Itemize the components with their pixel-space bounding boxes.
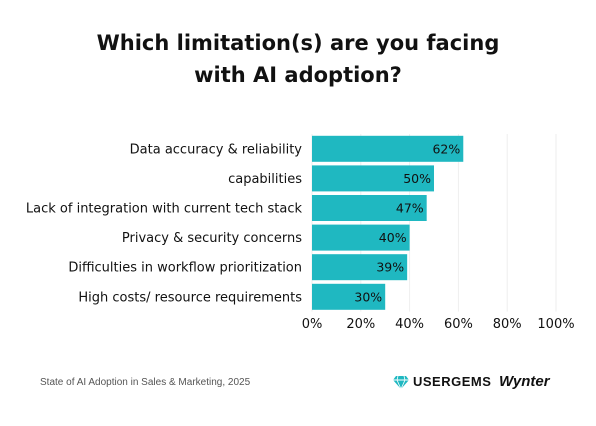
- wynter-logo: Wynter: [499, 373, 550, 390]
- bar: [312, 224, 410, 251]
- x-tick-label: 100%: [537, 317, 574, 332]
- value-label: 50%: [403, 171, 431, 186]
- category-labels: Data accuracy & reliability capabilities L…: [26, 142, 303, 305]
- category-label: Data accuracy & reliability: [130, 142, 303, 157]
- gridlines: [311, 134, 557, 312]
- gem-icon: [393, 375, 409, 389]
- value-label: 39%: [376, 260, 404, 275]
- category-label: Privacy & security concerns: [122, 231, 302, 246]
- bar: [312, 165, 434, 192]
- source-note: State of AI Adoption in Sales & Marketin…: [40, 377, 251, 388]
- x-axis-ticks: 0% 20% 40% 60% 80% 100%: [302, 317, 575, 332]
- category-label: Difficulties in workflow prioritization: [68, 261, 302, 276]
- x-tick-label: 20%: [346, 317, 375, 332]
- value-label: 47%: [396, 201, 424, 216]
- chart-title: Which limitation(s) are you facing with …: [0, 27, 596, 91]
- value-labels: 62%50% 47% 40% 39% 30%: [354, 141, 460, 304]
- x-tick-label: 60%: [444, 317, 473, 332]
- chart-title-line-1: Which limitation(s) are you facing: [96, 31, 500, 55]
- bar: [312, 254, 408, 281]
- category-label: capabilities: [228, 172, 302, 187]
- category-label: Lack of integration with current tech st…: [26, 202, 303, 217]
- usergems-logo: USERGEMS: [393, 374, 491, 389]
- value-label: 40%: [379, 230, 407, 245]
- x-tick-label: 40%: [395, 317, 424, 332]
- bar: [312, 195, 427, 221]
- x-tick-label: 0%: [302, 317, 323, 332]
- usergems-logo-text: USERGEMS: [413, 374, 492, 389]
- x-tick-label: 80%: [493, 317, 522, 332]
- chart-title-line-2: with AI adoption?: [194, 63, 402, 87]
- bars: [312, 135, 464, 310]
- value-label: 62%: [432, 141, 460, 156]
- bar: [312, 283, 386, 310]
- bar: [312, 135, 464, 162]
- value-label: 30%: [354, 289, 382, 304]
- category-label: High costs/ resource requirements: [78, 290, 302, 305]
